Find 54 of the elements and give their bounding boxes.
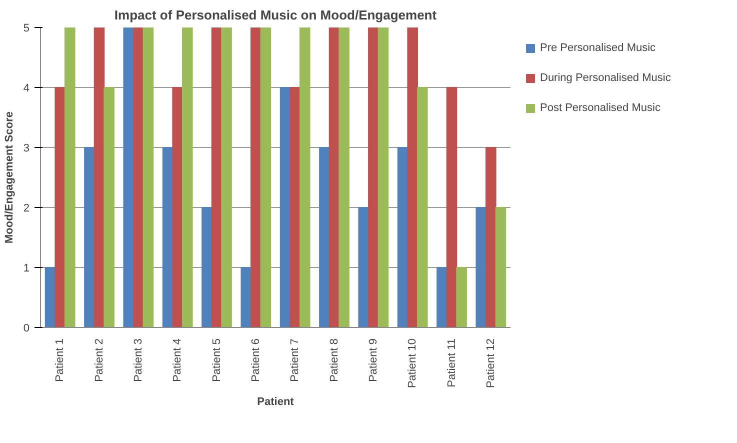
x-tick-label: Patient 5 xyxy=(210,338,223,382)
bar xyxy=(486,147,496,328)
x-axis-title: Patient xyxy=(257,396,294,408)
bar xyxy=(172,87,183,328)
x-tick-label: Patient 7 xyxy=(289,338,302,382)
bar xyxy=(54,87,66,328)
bar xyxy=(446,87,458,328)
x-tick-label: Patient 8 xyxy=(328,338,340,382)
x-tick-label: Patient 6 xyxy=(250,338,262,382)
bar xyxy=(319,147,330,328)
y-axis-title: Mood/Engagement Score xyxy=(3,111,16,244)
y-tick-label: 5 xyxy=(23,22,30,34)
x-tick-label: Patient 4 xyxy=(172,338,184,382)
legend-label: Post Personalised Music xyxy=(540,102,660,114)
bar xyxy=(290,87,300,328)
bar xyxy=(182,28,193,328)
x-tick-label: Patient 12 xyxy=(484,338,497,388)
bar xyxy=(407,28,418,328)
bar xyxy=(221,28,232,328)
x-tick-label: Patient 9 xyxy=(367,338,380,382)
legend-label: During Personalised Music xyxy=(540,72,671,84)
bar xyxy=(299,28,310,328)
bar xyxy=(476,207,487,328)
bar xyxy=(202,207,212,328)
bar xyxy=(338,28,350,328)
chart-title: Impact of Personalised Music on Mood/Engagement xyxy=(114,8,438,22)
bar xyxy=(104,87,114,328)
bar xyxy=(64,28,76,328)
y-tick-label: 3 xyxy=(23,142,30,154)
y-tick-label: 0 xyxy=(23,322,30,334)
bar xyxy=(495,207,506,328)
y-tick-label: 2 xyxy=(23,202,30,214)
bar xyxy=(358,207,370,328)
x-tick-label: Patient 3 xyxy=(132,338,144,382)
bar xyxy=(133,28,144,328)
bar xyxy=(123,28,134,328)
bar xyxy=(378,28,389,328)
x-tick-label: Patient 11 xyxy=(446,338,458,388)
bar xyxy=(436,267,448,328)
x-tick-label: Patient 1 xyxy=(54,338,66,382)
bar xyxy=(84,147,95,328)
bar xyxy=(240,267,252,328)
bar xyxy=(94,28,105,328)
bar xyxy=(142,28,154,328)
legend-label: Pre Personalised Music xyxy=(540,42,656,54)
bar xyxy=(416,87,428,328)
bar xyxy=(250,28,262,328)
x-tick-label: Patient 10 xyxy=(406,338,419,388)
bar xyxy=(456,267,467,328)
y-tick-label: 4 xyxy=(23,82,30,94)
x-tick-label: Patient 2 xyxy=(93,338,106,382)
bar xyxy=(260,28,272,328)
y-tick-label: 1 xyxy=(23,262,30,274)
bar xyxy=(368,28,379,328)
